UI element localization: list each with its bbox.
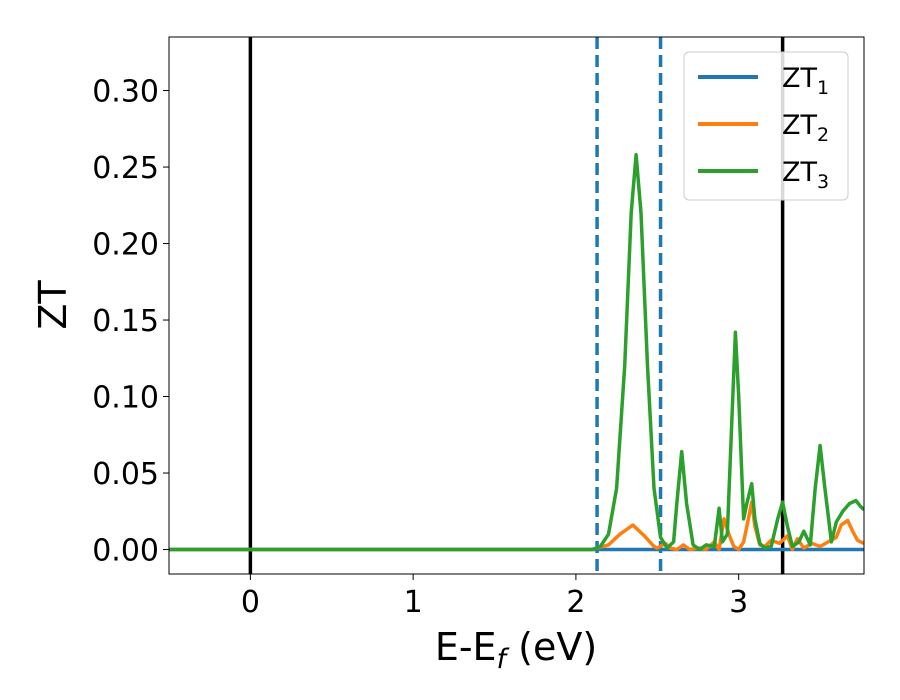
x-tick-label: 0 [241, 585, 260, 620]
x-axis-label-main: E-E [435, 625, 497, 669]
y-tick-label: 0.15 [92, 304, 159, 339]
legend-box [683, 51, 849, 201]
y-tick-label: 0.05 [92, 457, 159, 492]
x-tick-label: 1 [404, 585, 423, 620]
series-line-zt3 [169, 153, 864, 552]
y-tick-label: 0.00 [92, 534, 159, 569]
x-axis-label: E-Ef (eV) [435, 625, 597, 675]
legend: ZT1 ZT2 ZT3 [683, 51, 849, 201]
y-tick-label: 0.20 [92, 228, 159, 263]
x-axis-ticks: 0 1 2 3 [241, 574, 748, 620]
x-tick-label: 3 [729, 585, 748, 620]
y-axis-label: ZT [31, 280, 75, 330]
legend-label-zt1: ZT1 [782, 63, 829, 99]
series-lines [169, 153, 864, 552]
x-tick-label: 2 [566, 585, 585, 620]
legend-label-zt2: ZT2 [782, 110, 829, 146]
y-tick-label: 0.30 [92, 75, 159, 110]
y-tick-label: 0.25 [92, 151, 159, 186]
plot-frame [168, 36, 865, 575]
series-line-zt2 [169, 500, 864, 552]
y-axis-ticks: 0.00 0.05 0.10 0.15 0.20 0.25 0.30 [92, 75, 169, 569]
y-tick-label: 0.10 [92, 381, 159, 416]
x-axis-label-suffix: (eV) [506, 625, 597, 669]
legend-label-zt3: ZT3 [782, 157, 829, 193]
